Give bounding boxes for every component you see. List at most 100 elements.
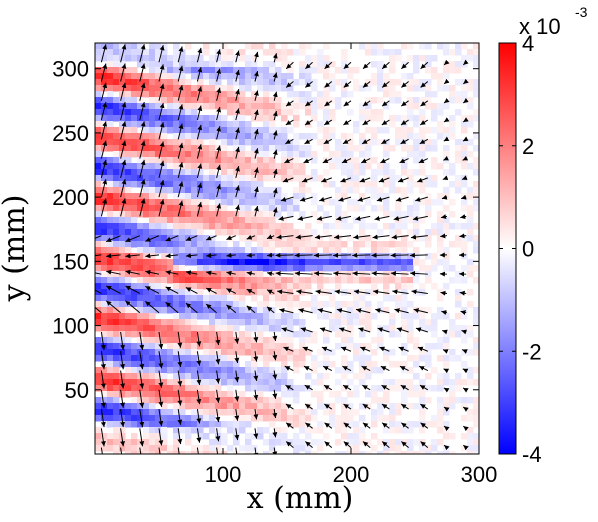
quiver-arrow xyxy=(275,270,294,276)
heatmap-cell xyxy=(239,391,246,398)
heatmap-cell xyxy=(287,325,294,332)
heatmap-cell xyxy=(191,367,198,374)
heatmap-cell xyxy=(101,391,108,398)
heatmap-cell xyxy=(431,73,438,80)
heatmap-cell xyxy=(413,313,420,320)
heatmap-cell xyxy=(449,397,456,404)
heatmap-cell xyxy=(431,343,438,350)
heatmap-cell xyxy=(473,157,479,164)
heatmap-cell xyxy=(383,265,390,272)
heatmap-cell xyxy=(203,49,210,56)
heatmap-cell xyxy=(335,145,342,152)
heatmap-cell xyxy=(257,175,264,182)
heatmap-cell xyxy=(125,325,132,332)
heatmap-cell xyxy=(359,355,366,362)
heatmap-cell xyxy=(215,331,222,338)
heatmap-cell xyxy=(383,247,390,254)
heatmap-cell xyxy=(443,205,450,212)
heatmap-cell xyxy=(239,349,246,356)
heatmap-cell xyxy=(149,367,156,374)
heatmap-cell xyxy=(437,241,444,248)
heatmap-cell xyxy=(407,403,414,410)
heatmap-cell xyxy=(101,217,108,224)
heatmap-cell xyxy=(257,253,264,260)
heatmap-cell xyxy=(155,229,162,236)
heatmap-cell xyxy=(137,241,144,248)
heatmap-cell xyxy=(119,211,126,218)
heatmap-cell xyxy=(389,61,396,68)
heatmap-cell xyxy=(215,265,222,272)
heatmap-cell xyxy=(161,433,168,440)
heatmap-cell xyxy=(233,289,240,296)
quiver-arrow xyxy=(100,428,106,447)
heatmap-cell xyxy=(239,205,246,212)
heatmap-cell xyxy=(197,451,204,454)
heatmap-cell xyxy=(275,367,282,374)
heatmap-cell xyxy=(155,157,162,164)
heatmap-cell xyxy=(155,55,162,62)
heatmap-cell xyxy=(245,55,252,62)
quiver-arrow xyxy=(120,159,127,178)
heatmap-cell xyxy=(185,319,192,326)
heatmap-cell xyxy=(269,97,276,104)
heatmap-cell xyxy=(119,175,126,182)
heatmap-cell xyxy=(287,331,294,338)
heatmap-cell xyxy=(323,115,330,122)
heatmap-cell xyxy=(317,91,324,98)
heatmap-cell xyxy=(185,247,192,254)
heatmap-cell xyxy=(95,385,102,392)
heatmap-cell xyxy=(419,451,426,454)
heatmap-cell xyxy=(467,229,474,236)
heatmap-cell xyxy=(251,61,258,68)
heatmap-cell xyxy=(257,433,264,440)
heatmap-cell xyxy=(419,235,426,242)
heatmap-cell xyxy=(269,319,276,326)
heatmap-cell xyxy=(149,169,156,176)
heatmap-cell xyxy=(149,361,156,368)
heatmap-cell xyxy=(101,409,108,416)
heatmap-cell xyxy=(443,229,450,236)
heatmap-cell xyxy=(305,235,312,242)
heatmap-cell xyxy=(167,61,174,68)
heatmap-cell xyxy=(167,139,174,146)
heatmap-cell xyxy=(443,43,450,50)
heatmap-cell xyxy=(173,433,180,440)
quiver-arrow xyxy=(120,408,126,428)
heatmap-cell xyxy=(359,169,366,176)
quiver-arrow xyxy=(215,331,221,346)
heatmap-cell xyxy=(221,211,228,218)
heatmap-cell xyxy=(287,241,294,248)
heatmap-cell xyxy=(461,145,468,152)
heatmap-cell xyxy=(233,439,240,446)
heatmap-cell xyxy=(173,319,180,326)
heatmap-cell xyxy=(419,97,426,104)
quiver-arrow xyxy=(316,215,332,221)
heatmap-cell xyxy=(389,379,396,386)
heatmap-cell xyxy=(329,127,336,134)
heatmap-cell xyxy=(107,343,114,350)
heatmap-cell xyxy=(365,157,372,164)
heatmap-cell xyxy=(143,223,150,230)
heatmap-cell xyxy=(143,313,150,320)
heatmap-cell xyxy=(389,91,396,98)
heatmap-cell xyxy=(383,397,390,404)
heatmap-cell xyxy=(341,265,348,272)
heatmap-cell xyxy=(113,127,120,134)
quiver-arrow xyxy=(185,253,198,259)
heatmap-cell xyxy=(335,259,342,266)
heatmap-cell xyxy=(299,241,306,248)
heatmap-cell xyxy=(281,385,288,392)
heatmap-cell xyxy=(125,301,132,308)
heatmap-cell xyxy=(425,211,432,218)
heatmap-cell xyxy=(395,55,402,62)
heatmap-cell xyxy=(179,211,186,218)
heatmap-cell xyxy=(329,85,336,92)
heatmap-cell xyxy=(281,283,288,290)
heatmap-cell xyxy=(437,121,444,128)
heatmap-cell xyxy=(437,451,444,454)
heatmap-cell xyxy=(221,343,228,350)
heatmap-cell xyxy=(107,409,114,416)
heatmap-cell xyxy=(437,103,444,110)
heatmap-cell xyxy=(209,445,216,452)
heatmap-cell xyxy=(197,295,204,302)
